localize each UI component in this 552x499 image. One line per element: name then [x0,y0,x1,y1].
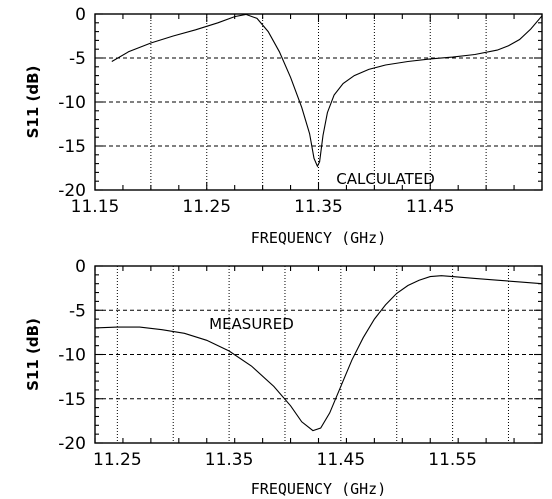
x-axis-label: FREQUENCY (GHz) [251,229,386,247]
y-tick-label: -15 [58,390,86,410]
x-axis-label: FREQUENCY (GHz) [251,480,386,498]
y-tick-label: -20 [58,181,86,201]
x-tick-label: 11.45 [317,450,366,470]
x-tick-label: 11.25 [93,450,142,470]
plot-frame [94,13,543,191]
y-tick-label: -10 [58,93,86,113]
y-tick-label: -5 [69,49,86,69]
x-tick-label: 11.25 [182,197,231,217]
x-tick-label: 11.45 [406,197,455,217]
x-tick-label: 11.35 [294,197,343,217]
y-tick-label: -5 [69,301,86,321]
series-line-1 [94,275,543,432]
curve-annotation: CALCULATED [336,170,435,188]
x-tick-label: 11.15 [71,197,120,217]
y-tick-label: 0 [75,5,86,25]
curve-annotation: MEASURED [209,315,294,333]
y-tick-label: -10 [58,346,86,366]
y-axis-label: S11 (dB) [24,318,42,391]
chart-panel-2: 0 -5 -10 -15 -20 11.25 11.35 11.45 11.55 FREQUENC… [24,257,543,498]
x-tick-label: 11.55 [428,450,477,470]
y-tick-label: 0 [75,257,86,277]
y-axis-label: S11 (dB) [24,66,42,139]
series-line-1 [111,13,543,168]
x-tick-label: 11.35 [205,450,254,470]
plot-frame [94,265,543,444]
y-tick-label: -20 [58,434,86,454]
y-tick-label: -15 [58,137,86,157]
